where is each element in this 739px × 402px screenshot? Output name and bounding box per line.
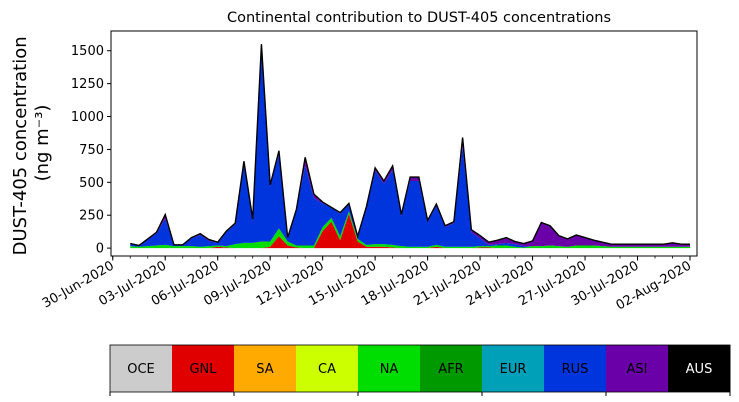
legend-swatch-na — [358, 345, 421, 392]
total-outline — [130, 44, 691, 247]
y-axis-label: DUST-405 concentration (ng m⁻³) — [10, 31, 53, 256]
legend-label-eur: EUR — [500, 362, 527, 377]
legend-swatch-aus — [668, 345, 731, 392]
y-tick-label: 1250 — [71, 77, 104, 92]
legend-label-ca: CA — [318, 362, 336, 377]
legend-swatch-sa — [234, 345, 297, 392]
legend-label-asi: ASI — [627, 362, 648, 377]
legend-swatch-oce — [110, 345, 173, 392]
stacked-areas — [130, 44, 691, 249]
plot-frame — [110, 30, 698, 257]
legend-swatch-asi — [606, 345, 669, 392]
legend-swatch-rus — [544, 345, 607, 392]
legend-colorbar: OCE GNL SA CA NA AFR EUR RUS ASI AUS — [109, 344, 731, 396]
legend-label-gnl: GNL — [189, 362, 217, 377]
legend-label-na: NA — [380, 362, 399, 377]
legend-border — [109, 344, 731, 393]
legend-label-aus: AUS — [686, 362, 713, 377]
y-tick-label: 1500 — [71, 44, 104, 59]
y-axis-label-line1: DUST-405 concentration — [10, 36, 31, 255]
chart-title: Continental contribution to DUST-405 con… — [227, 10, 611, 26]
legend-swatch-gnl — [172, 345, 235, 392]
legend-label-oce: OCE — [127, 362, 155, 377]
y-axis-label-line2: (ng m⁻³) — [32, 105, 53, 182]
x-axis: 30-Jun-202003-Jul-202006-Jul-202009-Jul-… — [40, 256, 694, 314]
legend-swatch-ca — [296, 345, 359, 392]
legend-label-rus: RUS — [562, 362, 589, 377]
y-tick-label: 250 — [79, 209, 104, 224]
y-tick-label: 500 — [79, 176, 104, 191]
y-axis: 0 250 500 750 1000 1250 1500 — [71, 44, 111, 257]
y-tick-label: 1000 — [71, 110, 104, 125]
legend-label-sa: SA — [256, 362, 273, 377]
y-tick-label: 750 — [79, 143, 104, 158]
legend-swatch-eur — [482, 345, 545, 392]
legend-swatch-afr — [420, 345, 483, 392]
y-tick-label: 0 — [96, 242, 104, 257]
legend-label-afr: AFR — [438, 362, 463, 377]
area-series-rus — [130, 50, 691, 248]
axes-box — [110, 30, 698, 257]
